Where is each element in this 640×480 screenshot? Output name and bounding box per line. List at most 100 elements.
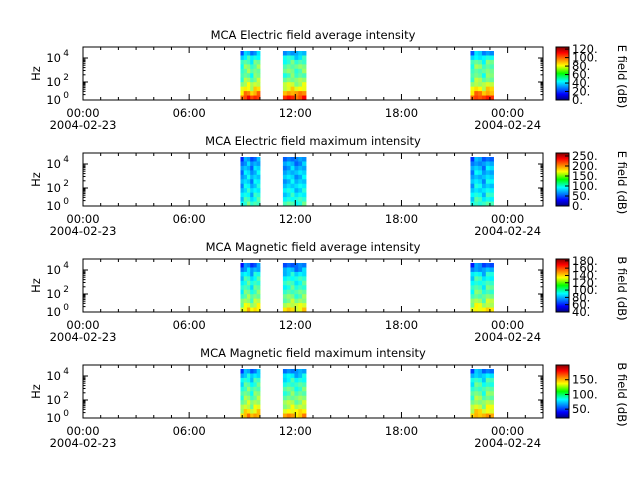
spectrogram-cell: [302, 377, 307, 383]
spectrogram-cell: [282, 201, 288, 207]
spectrogram-cell: [478, 307, 483, 313]
spectrogram-cell: [243, 382, 248, 388]
spectrogram-cell: [485, 267, 491, 273]
spectrogram-cell: [481, 373, 487, 379]
spectrogram-cell: [294, 188, 299, 194]
spectrogram-cell: [474, 179, 479, 185]
spectrogram-cell: [246, 192, 251, 198]
spectrogram-cell: [485, 68, 491, 74]
spectrogram-cell: [253, 91, 258, 97]
spectrogram-cell: [298, 197, 303, 203]
spectrogram-cell: [250, 86, 254, 92]
spectrogram-cell: [470, 382, 475, 388]
spectrogram-cell: [286, 73, 292, 79]
spectrogram-cell: [489, 395, 494, 401]
spectrogram-cell: [240, 165, 245, 171]
spectrogram-cell: [489, 157, 494, 162]
spectrogram-cell: [478, 391, 483, 397]
spectrogram-cell: [256, 369, 261, 374]
spectrogram-cell: [243, 289, 248, 295]
spectrogram-cell: [481, 413, 487, 419]
spectrogram-cell: [282, 289, 288, 295]
spectrogram-cell: [478, 276, 483, 282]
spectrogram-cell: [474, 285, 479, 291]
spectrogram-cell: [243, 404, 248, 410]
spectrogram-cell: [481, 188, 487, 194]
spectrogram-cell: [481, 197, 487, 203]
spectrogram-cell: [243, 59, 248, 65]
colorbar-frame: [555, 258, 570, 313]
spectrogram-cell: [256, 391, 261, 397]
spectrogram-cell: [485, 395, 491, 401]
spectrogram-cell: [478, 161, 483, 167]
spectrogram-cell: [286, 413, 292, 419]
spectrogram-cell: [253, 86, 258, 92]
spectrogram-cell: [256, 188, 261, 194]
spectrogram-cell: [298, 267, 303, 273]
spectrogram-cell: [294, 161, 299, 167]
spectrogram-cell: [243, 377, 248, 383]
spectrogram-cell: [302, 369, 307, 374]
spectrogram-cell: [243, 294, 248, 300]
spectrogram-cell: [489, 179, 494, 185]
spectrogram-cell: [298, 409, 303, 415]
spectrogram-cell: [302, 285, 307, 291]
spectrogram-cell: [302, 192, 307, 198]
panel-title: MCA Electric field maximum intensity: [205, 134, 421, 148]
x-tick-time: 18:00: [385, 106, 418, 120]
spectrogram-cell: [302, 391, 307, 397]
spectrogram-cell: [294, 395, 299, 401]
spectrogram-cell: [250, 55, 254, 61]
y-tick-exponent: 0: [63, 303, 69, 313]
spectrogram-cell: [243, 95, 248, 101]
spectrogram-cell: [294, 68, 299, 74]
spectrogram-cell: [470, 161, 475, 167]
spectrogram-cell: [256, 271, 261, 277]
spectrogram-cell: [256, 298, 261, 304]
spectrogram-cell: [256, 82, 261, 88]
colorbar-tick-label: 0.: [572, 199, 583, 213]
spectrogram-cell: [474, 294, 479, 300]
spectrogram-cell: [294, 170, 299, 176]
y-tick-base: 10: [46, 369, 61, 383]
spectrogram-cell: [240, 77, 245, 83]
spectrogram-cell: [250, 413, 254, 419]
spectrogram-cell: [256, 400, 261, 406]
spectrogram-cell: [294, 157, 299, 162]
spectrogram-cell: [290, 82, 295, 88]
spectrogram-cell: [256, 413, 261, 419]
spectrogram-cell: [294, 263, 299, 268]
spectrogram-cell: [240, 386, 245, 392]
spectrogram-cell: [243, 174, 248, 180]
spectrogram-cell: [481, 386, 487, 392]
spectrogram-cell: [250, 165, 254, 171]
spectrogram-cell: [481, 51, 487, 56]
spectrogram-cell: [485, 280, 491, 286]
spectrogram-cell: [302, 267, 307, 273]
colorbar-tick-label: 40.: [572, 76, 590, 90]
spectrogram-cell: [282, 174, 288, 180]
x-tick-time: 06:00: [173, 424, 206, 438]
spectrogram-cell: [243, 157, 248, 162]
spectrogram-cell: [246, 51, 251, 56]
spectrogram-cell: [294, 294, 299, 300]
spectrogram-cell: [294, 280, 299, 286]
spectrogram-cell: [286, 400, 292, 406]
spectrogram-cell: [246, 271, 251, 277]
spectrogram-cell: [286, 170, 292, 176]
spectrogram-cell: [250, 280, 254, 286]
spectrogram-cell: [478, 382, 483, 388]
spectrogram-cell: [302, 183, 307, 189]
spectrogram-cell: [240, 395, 245, 401]
spectrogram-cell: [478, 55, 483, 61]
spectrogram-cell: [302, 298, 307, 304]
spectrogram-cell: [294, 409, 299, 415]
spectrogram-cell: [481, 298, 487, 304]
spectrogram-cell: [478, 174, 483, 180]
spectrogram-cell: [478, 289, 483, 295]
colorbar: [556, 365, 569, 418]
spectrogram-cell: [253, 276, 258, 282]
spectrogram-cell: [282, 369, 288, 374]
spectrogram-cell: [243, 400, 248, 406]
x-tick-time: 00:00: [491, 106, 524, 120]
